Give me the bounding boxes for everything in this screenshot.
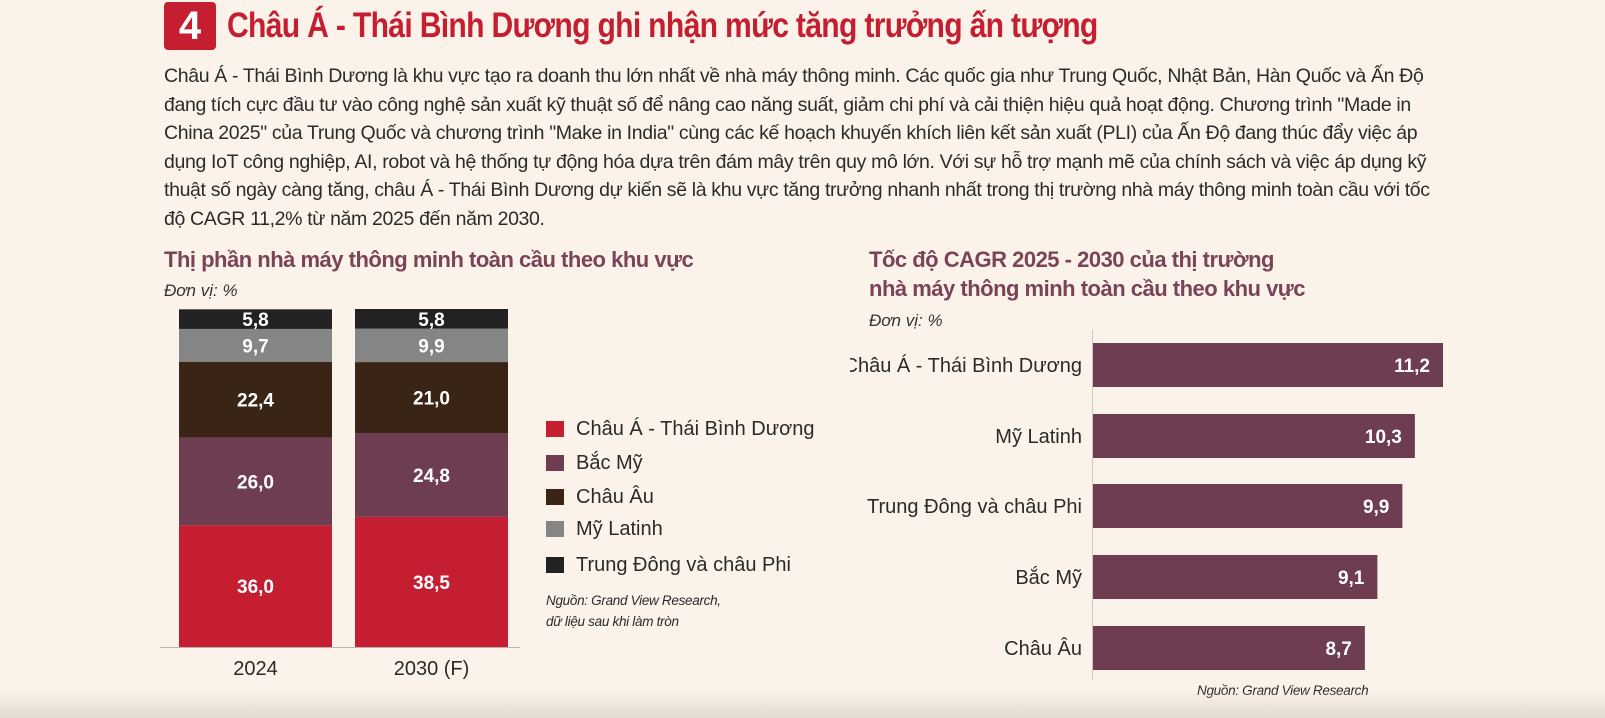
legend-label-mea: Trung Đông và châu Phi (576, 553, 791, 576)
bottom-shadow (0, 690, 1605, 718)
bar-segment-bac-my-1 (355, 433, 508, 517)
intro-paragraph: Châu Á - Thái Bình Dương là khu vực tạo … (164, 65, 1430, 230)
cagr-category-chau-au: Châu Âu (1004, 637, 1082, 660)
market-share-chart-title: Thị phần nhà máy thông minh toàn cầu the… (164, 247, 694, 272)
legend-swatch-asia (546, 421, 564, 437)
cagr-bar-my-latinh (1093, 414, 1415, 458)
cagr-category-bac-my: Bắc Mỹ (1015, 566, 1082, 589)
market-share-stacked-chart: 36,0 26,0 22,4 9,7 5,8 2024 38,5 24,8 21,0 9,9 5,8… (160, 309, 520, 680)
legend-swatch-north-america (546, 455, 564, 471)
market-share-source-line-2: dữ liệu sau khi làm tròn (546, 614, 679, 629)
cagr-unit: Đơn vị: % (869, 311, 943, 330)
cagr-bar-chau-au (1093, 626, 1365, 670)
market-share-source: Nguồn: Grand View Research, dữ liệu sau … (546, 590, 721, 632)
bar-segment-trung-dong-va-chau-phi-0 (179, 309, 332, 329)
legend-swatch-europe (546, 489, 564, 505)
data-label-my-latinh-0: 9,7 (242, 336, 268, 357)
cagr-bar-trung-dong-va-chau-phi (1093, 484, 1403, 528)
legend-swatch-latin-america (546, 521, 564, 537)
cagr-category-trung-dong-va-chau-phi: Trung Đông và châu Phi (867, 496, 1082, 518)
cagr-chart-title: Tốc độ CAGR 2025 - 2030 của thị trường n… (869, 245, 1305, 303)
legend-item-latin-america: Mỹ Latinh (546, 517, 663, 541)
legend-item-north-america: Bắc Mỹ (546, 451, 643, 475)
bar-segment-trung-dong-va-chau-phi-1 (355, 309, 508, 329)
cagr-chart-title-line-1: Tốc độ CAGR 2025 - 2030 của thị trường (869, 247, 1274, 272)
data-label-my-latinh-1: 9,9 (418, 336, 444, 357)
cagr-chart-title-line-2: nhà máy thông minh toàn cầu theo khu vực (869, 276, 1305, 301)
legend-swatch-mea (546, 557, 564, 573)
data-label-bac-my-1: 24,8 (413, 466, 450, 487)
cagr-value-chau-a-thai-binh-duong: 11,2 (1394, 356, 1430, 377)
cagr-value-trung-dong-va-chau-phi: 9,9 (1363, 497, 1389, 518)
section-number-badge: 4 (164, 2, 216, 50)
market-share-source-line-1: Nguồn: Grand View Research, (546, 593, 721, 608)
bar-segment-chau-a-thai-binh-duong-0 (179, 525, 332, 647)
x-tick-label-1: 2030 (F) (394, 658, 470, 680)
bar-segment-chau-a-thai-binh-duong-1 (355, 516, 508, 647)
cagr-value-chau-au: 8,7 (1325, 639, 1351, 660)
legend-item-europe: Châu Âu (546, 485, 654, 509)
data-label-trung-dong-va-chau-phi-0: 5,8 (242, 310, 268, 331)
data-label-chau-a-thai-binh-duong-1: 38,5 (413, 573, 450, 594)
cagr-bar-chart: 11,2 Châu Á - Thái Bình Dương 10,3 Mỹ Latin… (850, 330, 1443, 680)
section-heading: Châu Á - Thái Bình Dương ghi nhận mức tă… (227, 6, 1098, 45)
legend-item-asia: Châu Á - Thái Bình Dương (546, 417, 814, 441)
legend-label-north-america: Bắc Mỹ (576, 451, 643, 474)
cagr-bar-chau-a-thai-binh-duong (1093, 343, 1443, 387)
data-label-chau-a-thai-binh-duong-0: 36,0 (237, 577, 274, 598)
legend-label-latin-america: Mỹ Latinh (576, 517, 663, 540)
cagr-value-bac-my: 9,1 (1338, 568, 1365, 589)
bar-segment-my-latinh-1 (355, 328, 508, 363)
bar-segment-chau-au-1 (355, 362, 508, 434)
data-label-bac-my-0: 26,0 (237, 472, 274, 493)
cagr-category-my-latinh: Mỹ Latinh (995, 426, 1082, 448)
legend-label-asia: Châu Á - Thái Bình Dương (576, 417, 815, 440)
data-label-chau-au-0: 22,4 (237, 391, 274, 412)
cagr-category-chau-a-thai-binh-duong: Châu Á - Thái Bình Dương (850, 354, 1082, 377)
cagr-bar-bac-my (1093, 555, 1378, 599)
bar-segment-chau-au-0 (179, 361, 332, 438)
x-tick-label-0: 2024 (233, 658, 278, 680)
bar-segment-my-latinh-0 (179, 328, 332, 362)
legend-item-mea: Trung Đông và châu Phi (546, 553, 791, 577)
cagr-value-my-latinh: 10,3 (1365, 427, 1402, 448)
data-label-chau-au-1: 21,0 (413, 389, 450, 410)
market-share-unit: Đơn vị: % (164, 281, 238, 300)
bar-segment-bac-my-0 (179, 437, 332, 526)
data-label-trung-dong-va-chau-phi-1: 5,8 (418, 310, 444, 331)
legend-label-europe: Châu Âu (576, 485, 654, 508)
